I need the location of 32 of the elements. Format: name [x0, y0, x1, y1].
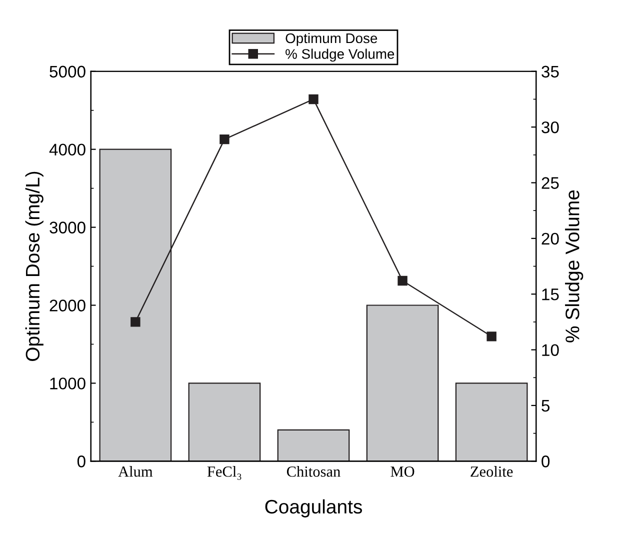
legend-label: Optimum Dose — [286, 32, 378, 46]
x-tick-label: FeCl₃ — [207, 466, 242, 480]
bar — [455, 382, 528, 462]
x-axis-title: Coagulants — [265, 499, 362, 518]
y-tick-label: 5000 — [50, 66, 86, 78]
x-tick-label: Chitosan — [286, 466, 340, 477]
x-tick-label: MO — [390, 466, 414, 477]
point — [220, 134, 230, 144]
y-tick-label: 3000 — [50, 222, 86, 234]
x-tick-label: Zeolite — [470, 466, 513, 477]
y2-tick-label: 20 — [542, 232, 559, 245]
legend-label: % Sludge Volume — [286, 48, 394, 62]
bar — [277, 429, 350, 462]
y2-tick-label: 10 — [542, 344, 559, 356]
x-tick-label: Alum — [118, 466, 153, 477]
point — [486, 332, 496, 342]
y2-tick-label: 15 — [542, 288, 559, 300]
y2-axis-title: % Sludge Volume — [565, 190, 584, 342]
point — [308, 94, 318, 104]
y-tick-label: 0 — [77, 456, 86, 468]
y2-tick-label: 25 — [542, 177, 559, 189]
y-axis-title: Optimum Dose (mg/L) — [25, 172, 44, 361]
y2-tick-label: 35 — [542, 66, 559, 78]
y2-tick-label: 30 — [542, 121, 559, 134]
y-tick-label: 4000 — [49, 144, 86, 156]
point — [130, 317, 140, 327]
y2-tick-label: 5 — [542, 400, 550, 412]
y-tick-label: 1000 — [50, 378, 86, 390]
y2-tick-label: 0 — [542, 456, 550, 468]
point — [398, 276, 408, 286]
bar — [188, 382, 261, 462]
y-tick-label: 2000 — [50, 300, 86, 312]
